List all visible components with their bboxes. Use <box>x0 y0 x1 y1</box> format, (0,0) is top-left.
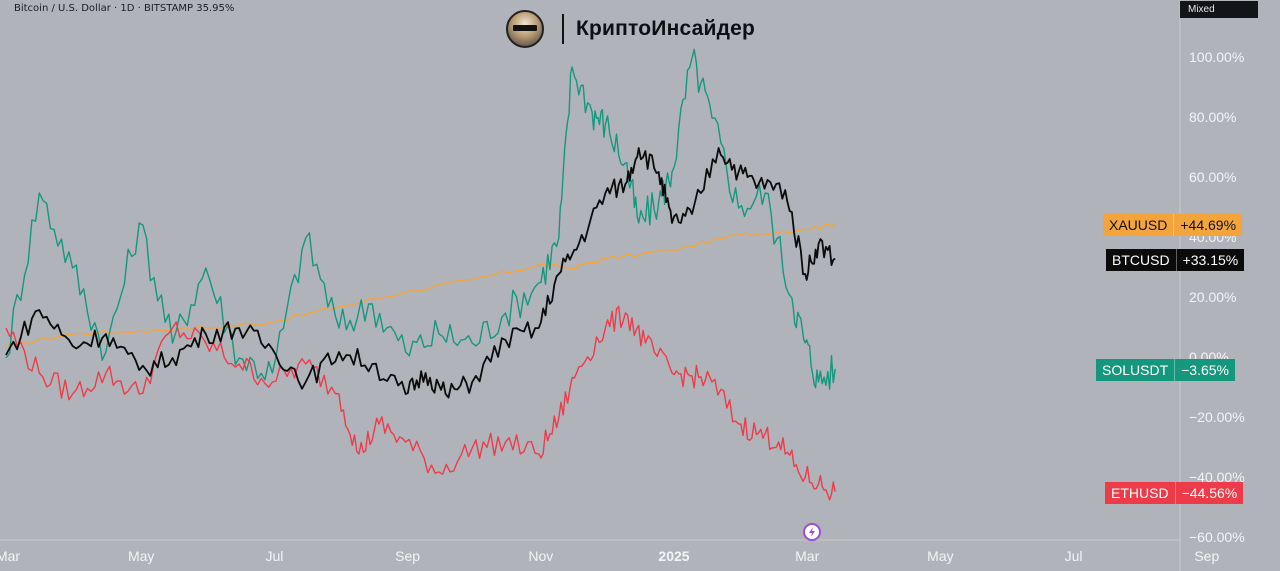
x-tick-label: Mar <box>795 548 820 564</box>
tag-symbol: SOLUSDT <box>1096 359 1176 381</box>
tag-symbol: ETHUSD <box>1105 482 1176 504</box>
x-tick-label: Sep <box>1194 548 1220 564</box>
y-tick-label: 20.00% <box>1189 289 1237 305</box>
x-tick-label: Jul <box>265 548 284 564</box>
brand: КриптоИнсайдер <box>506 10 755 48</box>
scale-mode-button[interactable]: Mixed <box>1180 1 1258 18</box>
x-tick-label: Jul <box>1064 548 1083 564</box>
tag-value: +33.15% <box>1182 252 1239 268</box>
x-tick-label: May <box>927 548 954 564</box>
tag-value: −3.65% <box>1181 362 1229 378</box>
last-value-tag-solusdt[interactable]: SOLUSDT −3.65% <box>1096 359 1235 381</box>
x-tick-label: May <box>127 548 155 564</box>
y-tick-label: −20.00% <box>1189 409 1245 425</box>
y-tick-label: 100.00% <box>1189 49 1245 65</box>
last-value-tag-btcusd[interactable]: BTCUSD +33.15% <box>1106 249 1245 271</box>
tag-value: +44.69% <box>1180 217 1237 233</box>
brand-divider <box>562 14 564 44</box>
tag-value: −44.56% <box>1181 485 1238 501</box>
x-tick-label: Sep <box>395 548 421 564</box>
symbol-info: Bitcoin / U.S. Dollar · 1D · BITSTAMP 35… <box>14 3 235 14</box>
y-tick-label: −60.00% <box>1189 529 1245 545</box>
series-line-solusdt[interactable] <box>5 48 836 390</box>
x-tick-label: Mar <box>0 548 21 564</box>
tag-symbol: XAUUSD <box>1103 214 1175 236</box>
tag-symbol: BTCUSD <box>1106 249 1177 271</box>
x-tick-label: 2025 <box>658 548 690 564</box>
series-line-xauusd[interactable] <box>5 222 836 347</box>
investor-portrait-logo-icon <box>506 10 544 48</box>
last-value-tag-ethusd[interactable]: ETHUSD −44.56% <box>1105 482 1244 504</box>
y-tick-label: −40.00% <box>1189 469 1245 485</box>
y-tick-label: 60.00% <box>1189 169 1237 185</box>
series-line-ethusd[interactable] <box>5 305 836 501</box>
last-value-tag-xauusd[interactable]: XAUUSD +44.69% <box>1103 214 1243 236</box>
x-tick-label: Nov <box>528 548 554 564</box>
brand-name: КриптоИнсайдер <box>576 17 756 40</box>
series-line-btcusd[interactable] <box>5 147 836 399</box>
plot-area[interactable] <box>0 0 1180 540</box>
y-tick-label: 80.00% <box>1189 109 1237 125</box>
